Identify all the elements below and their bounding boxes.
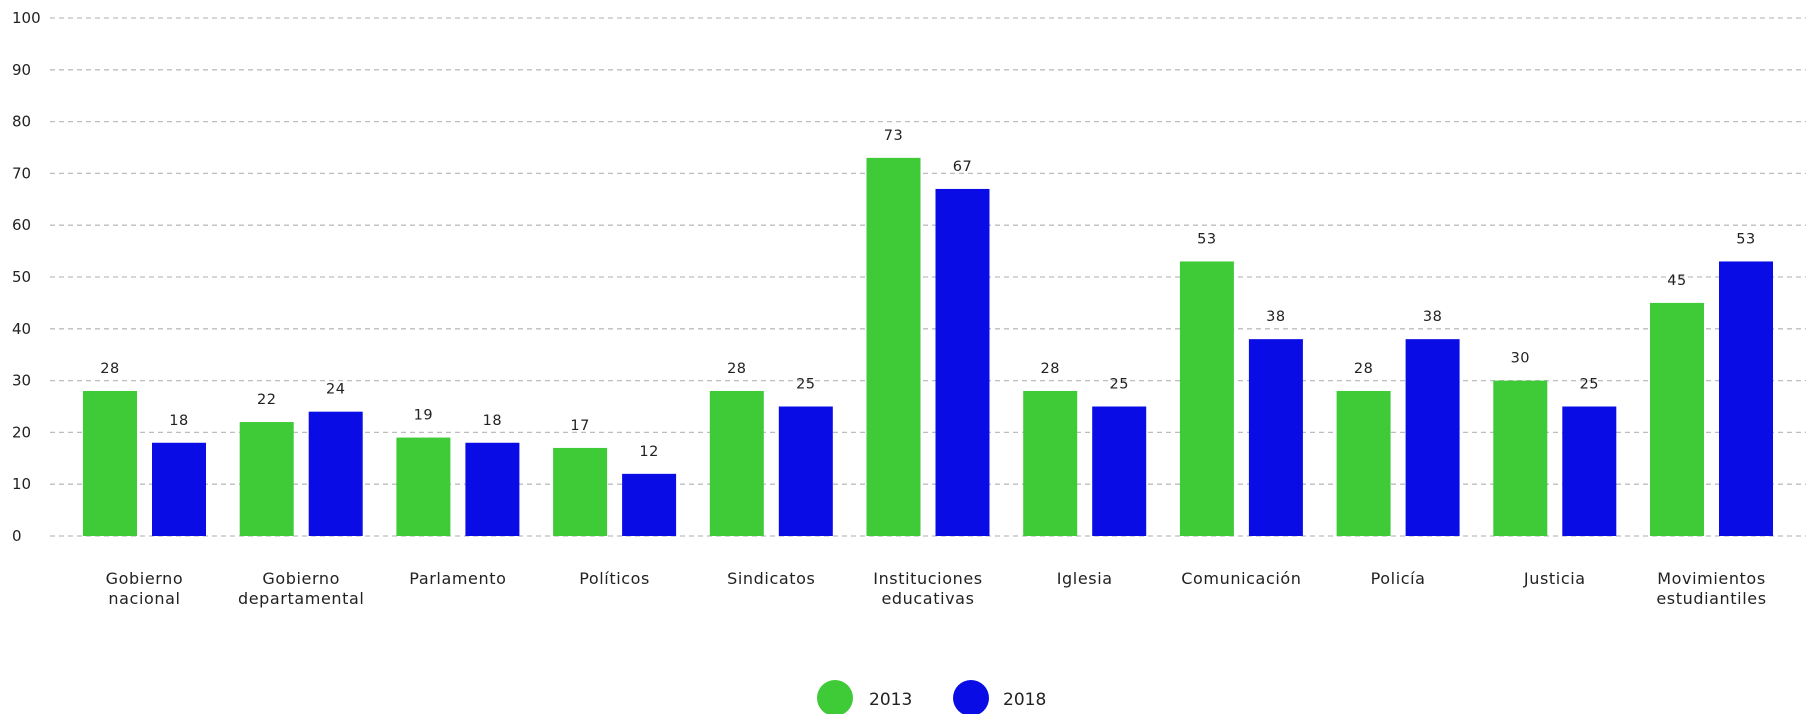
category-label-line: Sindicatos (727, 569, 815, 588)
y-tick-label: 0 (12, 527, 22, 545)
y-tick-label: 40 (12, 320, 31, 338)
data-label: 67 (953, 159, 972, 175)
category-label: Parlamento (409, 569, 506, 588)
bar-2013 (239, 422, 294, 536)
category-label: Políticos (579, 569, 650, 588)
y-tick-label: 90 (12, 61, 31, 79)
bar-2018 (1719, 261, 1773, 536)
data-label: 18 (483, 413, 502, 429)
data-label: 25 (1580, 377, 1599, 393)
y-tick-label: 80 (12, 113, 31, 131)
bar-2013 (396, 437, 451, 536)
data-label: 38 (1423, 309, 1442, 325)
category-label-line: Justicia (1523, 569, 1586, 588)
category-label: Justicia (1523, 569, 1586, 588)
category-label: Policía (1371, 569, 1426, 588)
category-label-line: estudiantiles (1656, 589, 1766, 608)
category-label: Movimientos estudiantiles (1656, 569, 1766, 608)
bar-2013 (1650, 302, 1704, 536)
legend-label: 2013 (869, 690, 912, 710)
category-label: Gobierno nacional (106, 569, 184, 608)
bars (83, 157, 1773, 537)
category-label-line: Comunicación (1181, 569, 1301, 588)
data-label: 28 (100, 361, 119, 377)
category-label-line: Policía (1371, 569, 1426, 588)
legend: 2013 2018 (817, 680, 1046, 714)
bar-2013 (83, 390, 137, 536)
legend-swatch (953, 680, 989, 714)
bar-2018 (778, 406, 833, 536)
data-label: 53 (1736, 231, 1755, 247)
bar-2018 (1562, 406, 1617, 536)
bar-2018 (1405, 339, 1460, 536)
data-label: 24 (326, 382, 345, 398)
data-label: 38 (1266, 309, 1285, 325)
data-label: 28 (1354, 361, 1373, 377)
category-label-line: Instituciones (873, 569, 982, 588)
bar-2013 (1179, 261, 1234, 536)
data-label: 25 (1109, 377, 1128, 393)
bar-2013 (709, 390, 764, 536)
bar-2018 (1248, 339, 1303, 536)
data-label: 25 (796, 377, 815, 393)
category-label: Instituciones educativas (873, 569, 982, 608)
data-label: 45 (1667, 273, 1686, 289)
y-tick-label: 20 (12, 423, 31, 441)
bar-2018 (465, 442, 520, 536)
data-label: 18 (169, 413, 188, 429)
y-tick-label: 50 (12, 268, 31, 286)
data-label: 12 (639, 444, 658, 460)
data-label: 28 (727, 361, 746, 377)
y-tick-label: 10 (12, 475, 31, 493)
y-tick-label: 30 (12, 372, 31, 390)
data-label: 73 (884, 128, 903, 144)
y-tick-label: 100 (12, 9, 41, 27)
category-label-line: Gobierno (262, 569, 340, 588)
bar-2013 (866, 157, 921, 537)
data-label: 22 (257, 392, 276, 408)
y-tick-label: 60 (12, 216, 31, 234)
data-label: 28 (1040, 361, 1059, 377)
gridlines (50, 17, 1806, 537)
bar-2013 (1023, 390, 1078, 536)
category-label-line: departamental (238, 589, 365, 608)
category-label: Comunicación (1181, 569, 1301, 588)
category-label-line: nacional (108, 589, 180, 608)
category-label-line: Iglesia (1057, 569, 1113, 588)
legend-label: 2018 (1003, 690, 1046, 710)
data-label: 53 (1197, 231, 1216, 247)
bar-2018 (935, 188, 990, 536)
bar-2013 (553, 447, 608, 536)
category-label-line: Políticos (579, 569, 650, 588)
data-label: 17 (570, 418, 589, 434)
bar-2013 (1336, 390, 1391, 536)
legend-swatch (817, 680, 853, 714)
bar-2013 (1493, 380, 1548, 536)
bar-2018 (622, 473, 677, 536)
category-label-line: Movimientos (1657, 569, 1766, 588)
category-label: Sindicatos (727, 569, 815, 588)
bar-2018 (152, 442, 206, 536)
category-label-line: Gobierno (106, 569, 184, 588)
data-label: 19 (414, 408, 433, 424)
category-label-line: educativas (881, 589, 974, 608)
bar-2018 (308, 411, 363, 536)
category-label: Gobierno departamental (238, 569, 365, 608)
y-tick-label: 70 (12, 164, 31, 182)
data-labels: 28 18 22 24 19 18 17 12 28 25 73 67 28 25 53 38 28 38 30 25… (100, 128, 1755, 460)
data-label: 30 (1511, 351, 1530, 367)
category-label: Iglesia (1057, 569, 1113, 588)
y-axis: 0 10 20 30 40 50 60 70 80 90 100 (12, 9, 41, 545)
category-label-line: Parlamento (409, 569, 506, 588)
bar-2018 (1092, 406, 1147, 536)
